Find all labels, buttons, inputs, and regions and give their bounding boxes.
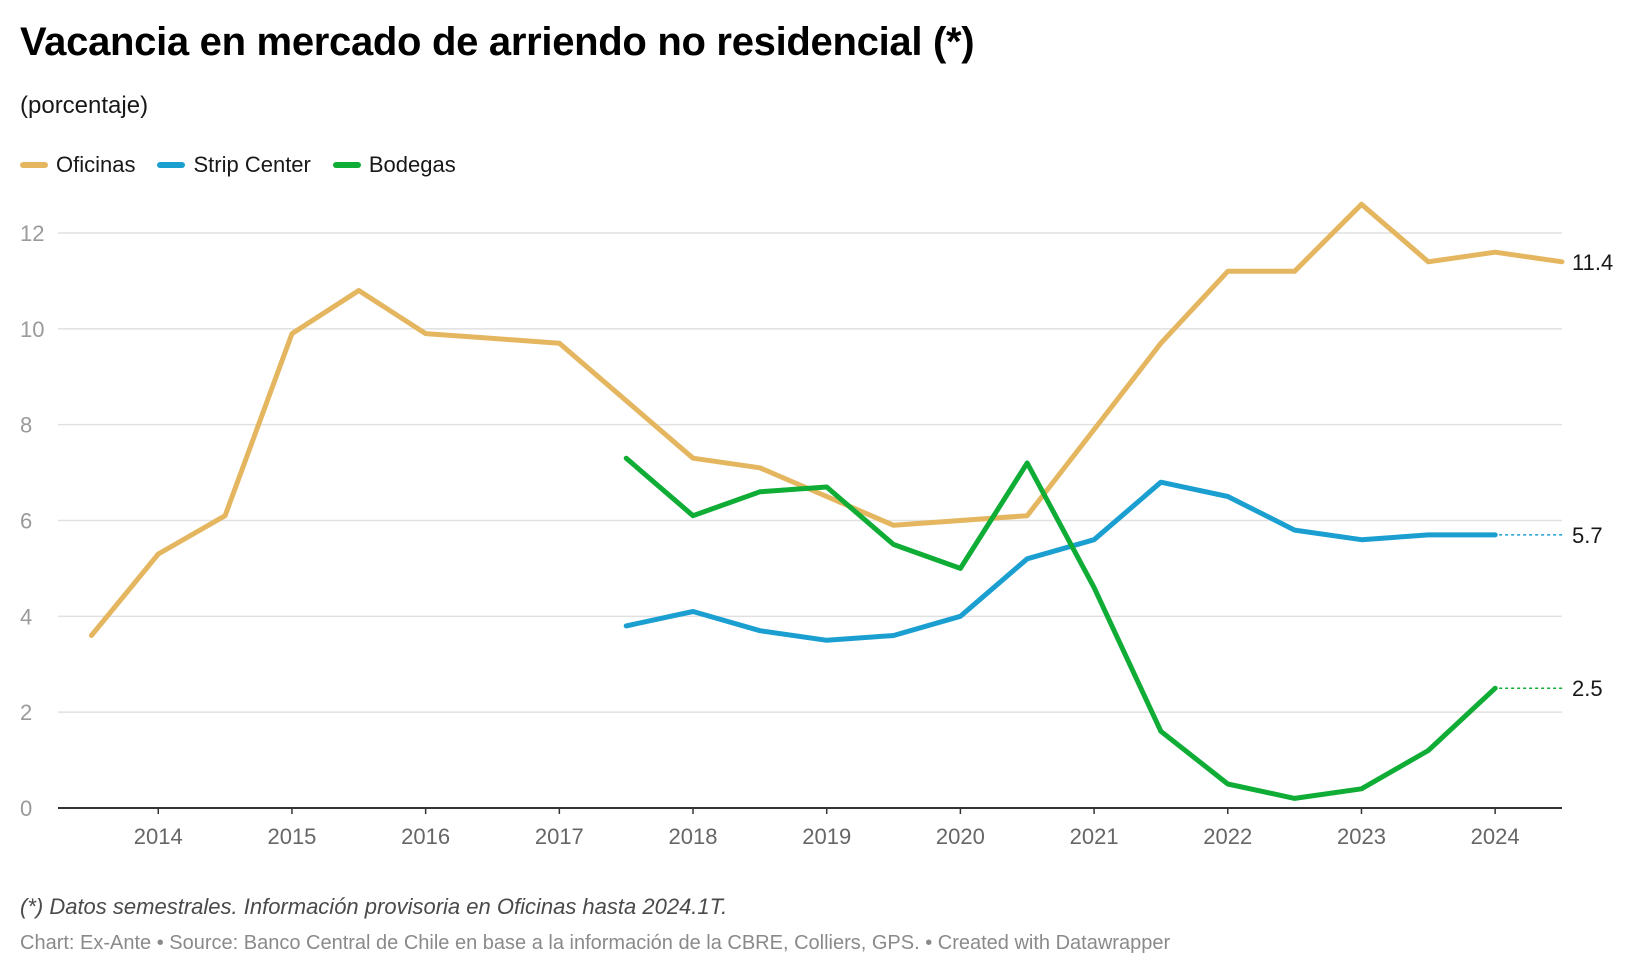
y-tick-label: 8 (20, 413, 32, 438)
series-line-bodegas (623, 455, 1498, 801)
y-tick-label: 6 (20, 509, 32, 534)
chart-title: Vacancia en mercado de arriendo no resid… (20, 20, 975, 64)
legend-swatch-oficinas (20, 162, 48, 168)
x-tick-label: 2022 (1203, 824, 1252, 849)
legend-swatch-strip-center (157, 162, 186, 168)
x-tick-label: 2014 (134, 824, 183, 849)
legend-swatch-bodegas (332, 162, 361, 168)
x-tick-label: 2023 (1337, 824, 1386, 849)
end-label-oficinas: 11.4 (1572, 250, 1613, 275)
chart-credits: Chart: Ex-Ante • Source: Banco Central d… (20, 932, 1171, 954)
chart-legend: Oficinas Strip Center Bodegas (20, 152, 456, 178)
y-tick-label: 12 (20, 221, 44, 246)
series-lines (88, 201, 1565, 801)
grid-lines (58, 232, 1562, 713)
x-tick-label: 2017 (535, 824, 584, 849)
end-label-bodegas: 2.5 (1572, 676, 1603, 701)
x-tick-label: 2015 (267, 824, 316, 849)
legend-item-strip-center: Strip Center (157, 152, 311, 178)
y-axis-ticks: 0 2 4 6 8 10 12 (20, 221, 44, 821)
legend-item-oficinas: Oficinas (20, 152, 135, 178)
legend-item-bodegas: Bodegas (332, 152, 456, 178)
y-tick-label: 4 (20, 604, 32, 629)
x-tick-label: 2024 (1471, 824, 1520, 849)
chart-subtitle: (porcentaje) (20, 92, 149, 119)
end-labels: 11.4 5.7 2.5 (1499, 250, 1613, 701)
x-tick-label: 2020 (936, 824, 985, 849)
y-tick-label: 2 (20, 700, 32, 725)
end-label-strip-center: 5.7 (1572, 523, 1603, 548)
y-tick-label: 10 (20, 317, 44, 342)
x-tick-label: 2019 (802, 824, 851, 849)
series-line-strip-center (623, 479, 1498, 643)
x-tick-label: 2016 (401, 824, 450, 849)
x-tick-label: 2018 (669, 824, 718, 849)
series-line-oficinas (88, 201, 1565, 638)
y-tick-label: 0 (20, 796, 32, 821)
chart-footnote: (*) Datos semestrales. Información provi… (20, 894, 728, 919)
legend-label-strip-center: Strip Center (193, 152, 311, 177)
legend-label-bodegas: Bodegas (368, 152, 456, 177)
x-tick-label: 2021 (1070, 824, 1119, 849)
legend-label-oficinas: Oficinas (56, 152, 136, 177)
x-axis-ticks: 2014 2015 2016 2017 2018 2019 2020 2021 2022 2023… (134, 808, 1520, 849)
